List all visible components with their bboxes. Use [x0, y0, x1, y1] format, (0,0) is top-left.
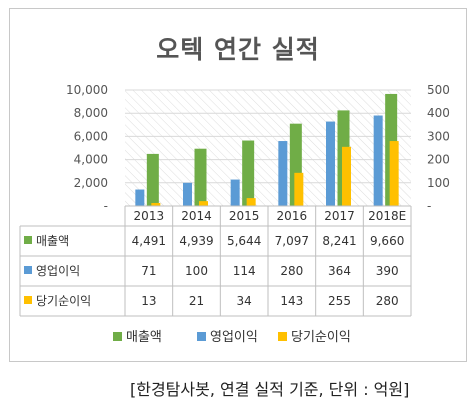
legend-label-2: 당기순이익 [291, 330, 351, 345]
table-cell: 114 [233, 264, 256, 278]
bar-2-4 [342, 146, 351, 206]
bar-1-2 [230, 179, 240, 206]
table-cell: 280 [280, 264, 303, 278]
plot-area [125, 90, 411, 206]
table-cell: 5,644 [227, 234, 261, 248]
category-label: 2013 [134, 209, 165, 223]
right-tick-label: 200 [427, 153, 450, 167]
table-cell: 7,097 [275, 234, 309, 248]
table-cell: 34 [237, 294, 252, 308]
right-tick-label: 500 [427, 83, 450, 97]
bar-2-2 [246, 198, 256, 206]
table-cell: 143 [280, 294, 303, 308]
legend-swatch-2 [278, 332, 287, 341]
bar-2-1 [199, 201, 208, 206]
chart-title: 오텍 연간 실적 [156, 35, 320, 64]
table-row-label: 영업이익 [36, 264, 80, 278]
table-cell: 100 [185, 264, 208, 278]
left-tick-label: 4,000 [74, 153, 108, 167]
table-cell: 4,939 [179, 234, 213, 248]
left-tick-label: 6,000 [74, 129, 108, 143]
right-tick-label: 300 [427, 129, 450, 143]
left-tick-label: 8,000 [74, 106, 108, 120]
table-cell: 9,660 [370, 234, 404, 248]
bar-2-5 [389, 141, 399, 206]
left-tick-label: 10,000 [66, 83, 108, 97]
table-cell: 255 [328, 294, 351, 308]
category-label: 2014 [181, 209, 212, 223]
bar-1-0 [135, 189, 145, 206]
category-label: 2017 [324, 209, 355, 223]
left-tick-label: - [104, 199, 108, 213]
bar-2-3 [294, 172, 304, 206]
table-cell: 8,241 [322, 234, 356, 248]
category-label: 2015 [229, 209, 260, 223]
data-table: 2013 2014 2015 2016 2017 2018E 매출액 4,491 4,939 5,… [19, 205, 412, 317]
table-key-0 [24, 236, 32, 244]
legend-label-1: 영업이익 [210, 330, 258, 345]
source-note: [한경탐사봇, 연결 실적 기준, 단위 : 억원] [130, 380, 410, 399]
category-label: 2018E [368, 209, 406, 223]
table-row-label: 당기순이익 [36, 294, 91, 308]
table-cell: 21 [189, 294, 204, 308]
bar-1-4 [326, 121, 335, 206]
bar-2-0 [151, 202, 161, 206]
table-cell: 390 [376, 264, 399, 278]
category-label: 2016 [277, 209, 308, 223]
right-tick-label: 100 [427, 176, 450, 190]
table-cell: 71 [141, 264, 156, 278]
table-key-1 [24, 266, 32, 274]
right-tick-label: 400 [427, 106, 450, 120]
table-row-label: 매출액 [36, 234, 69, 248]
gridlines [125, 89, 411, 207]
bar-1-5 [373, 115, 383, 206]
legend-label-0: 매출액 [126, 330, 162, 345]
bar-0-0 [146, 153, 159, 206]
bar-1-3 [278, 141, 288, 206]
bar-0-1 [194, 148, 207, 206]
table-cell: 280 [376, 294, 399, 308]
table-cell: 4,491 [132, 234, 166, 248]
legend-swatch-1 [197, 332, 206, 341]
axes: - 2,000 4,000 6,000 8,000 10,000 - 100 200 300 400… [66, 83, 450, 213]
bar-0-2 [242, 140, 255, 206]
left-tick-label: 2,000 [74, 176, 108, 190]
legend-swatch-0 [113, 332, 122, 341]
table-cell: 13 [141, 294, 156, 308]
table-cell: 364 [328, 264, 351, 278]
legend: 매출액 영업이익 당기순이익 [113, 330, 351, 345]
bar-1-1 [183, 182, 192, 206]
bars [135, 93, 399, 206]
right-tick-label: - [427, 199, 431, 213]
table-key-2 [24, 296, 32, 304]
